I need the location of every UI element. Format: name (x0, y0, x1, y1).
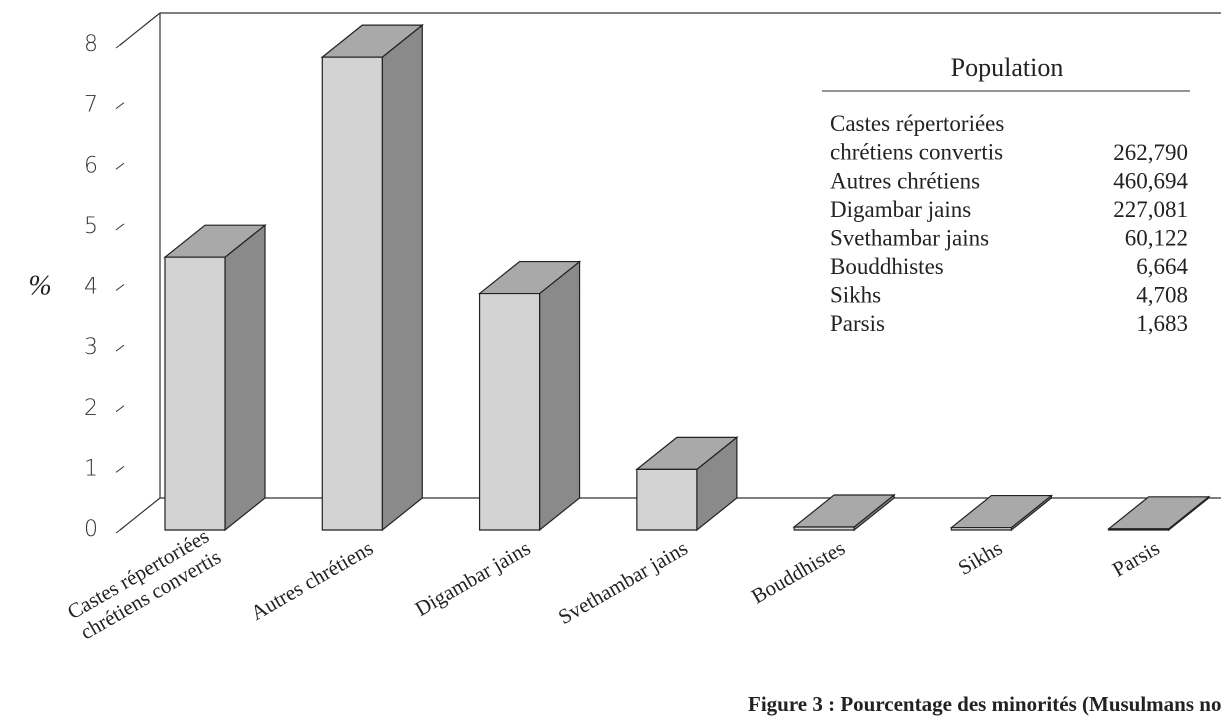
bar (163, 223, 267, 532)
y-axis-label: % (28, 270, 51, 301)
table-row-value: 460,694 (1113, 168, 1188, 193)
table-row-name: Parsis (830, 311, 885, 336)
bar-top (1107, 496, 1211, 530)
table-row-name: Castes répertoriées chrétiens convertis (830, 111, 1004, 165)
table-title: Population (951, 53, 1064, 82)
bar-front (793, 526, 855, 531)
y-tick (115, 162, 125, 170)
y-tick-label: 0 (84, 517, 98, 542)
table-row-name: Sikhs (830, 282, 881, 307)
bar-front (1108, 528, 1170, 531)
table-row-name: Bouddhistes (830, 254, 944, 279)
bar (635, 436, 739, 532)
bar (1107, 495, 1211, 532)
caption: Figure 3 : Pourcentage des minorités (Mu… (748, 692, 1221, 716)
bar-front (950, 526, 1013, 531)
bar-front (164, 256, 226, 531)
x-tick-label: Svethambar jains (554, 536, 692, 629)
bar (477, 260, 582, 532)
table-row-value: 60,122 (1125, 225, 1188, 250)
bar-side (538, 260, 581, 532)
y-tick-label: 6 (84, 153, 98, 178)
bar (792, 493, 896, 532)
y-tick-label: 4 (84, 275, 98, 300)
x-tick-label: Digambar jains (411, 536, 535, 621)
y-tick (115, 41, 125, 49)
x-tick-label: Bouddhistes (747, 536, 849, 609)
y-tick-label: 1 (84, 456, 98, 481)
y-tick (115, 526, 125, 534)
y-tick-label: 8 (84, 32, 98, 57)
y-tick (115, 284, 125, 291)
bar-front (478, 292, 541, 531)
y-tick (115, 344, 125, 352)
table-row-value: 6,664 (1136, 254, 1188, 279)
x-tick-label: Sikhs (954, 536, 1006, 580)
y-tick-label: 7 (84, 93, 98, 118)
y-tick (115, 223, 125, 231)
table-row-value: 227,081 (1113, 197, 1188, 222)
bar (320, 23, 424, 532)
y-tick (115, 465, 125, 473)
table-row-name: Digambar jains (830, 197, 971, 222)
table-row-name: Autres chrétiens (830, 168, 980, 193)
bar-side (381, 23, 423, 532)
bar-side (224, 223, 266, 532)
y-tick-label: 5 (84, 214, 98, 239)
table-row-value: 262,790 (1113, 140, 1188, 165)
table-row-value: 4,708 (1136, 282, 1188, 307)
x-tick-label: Parsis (1108, 536, 1163, 582)
bar-front (321, 56, 383, 531)
bar-top (792, 494, 896, 528)
y-tick (115, 102, 125, 110)
y-tick (115, 405, 125, 413)
bar-front (636, 468, 698, 531)
bar-top (949, 494, 1054, 529)
y-tick-label: 3 (84, 335, 98, 360)
bar (949, 494, 1054, 532)
y-tick-label: 2 (84, 396, 98, 421)
wall-top-left (119, 12, 161, 46)
x-tick-label: Autres chrétiens (247, 536, 378, 625)
floor-left (119, 497, 161, 531)
table-row-name: Svethambar jains (830, 225, 989, 250)
table-row-value: 1,683 (1136, 311, 1188, 336)
